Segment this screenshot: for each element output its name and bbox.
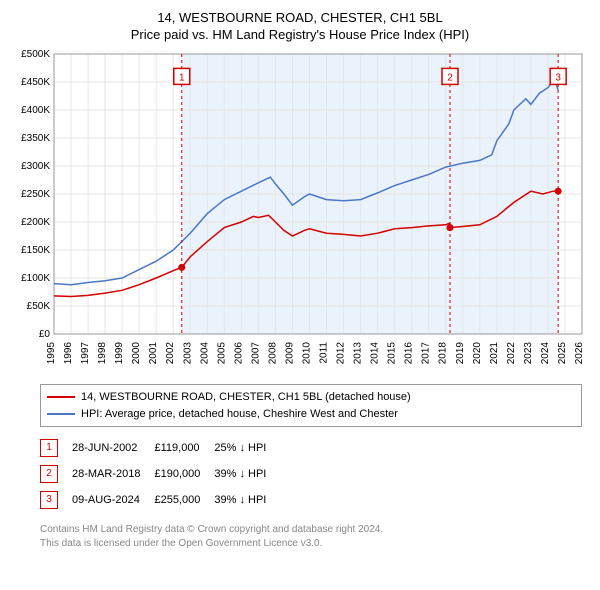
marker-row: 1 28-JUN-2002£119,00025% ↓ HPI [40, 435, 280, 461]
svg-text:2003: 2003 [182, 342, 193, 365]
svg-text:2009: 2009 [284, 342, 295, 365]
svg-text:2005: 2005 [216, 342, 227, 365]
marker-price: £119,000 [154, 435, 214, 461]
marker-delta: 39% ↓ HPI [214, 487, 280, 513]
marker-number-box: 1 [40, 439, 58, 457]
marker-date: 28-MAR-2018 [72, 461, 154, 487]
svg-text:2006: 2006 [233, 342, 244, 365]
svg-text:£350K: £350K [21, 133, 50, 144]
svg-text:2008: 2008 [267, 342, 278, 365]
svg-text:£300K: £300K [21, 161, 50, 172]
legend-swatch [47, 396, 75, 398]
svg-text:£150K: £150K [21, 245, 50, 256]
svg-text:2000: 2000 [131, 342, 142, 365]
legend: 14, WESTBOURNE ROAD, CHESTER, CH1 5BL (d… [40, 384, 582, 427]
marker-number-box: 2 [40, 465, 58, 483]
svg-text:2002: 2002 [165, 342, 176, 365]
svg-text:£250K: £250K [21, 189, 50, 200]
svg-text:2025: 2025 [557, 342, 568, 365]
svg-text:2026: 2026 [574, 342, 585, 365]
footnote-line: Contains HM Land Registry data © Crown c… [40, 523, 582, 537]
legend-label: HPI: Average price, detached house, Ches… [81, 406, 398, 423]
marker-price: £190,000 [154, 461, 214, 487]
svg-text:1999: 1999 [114, 342, 125, 365]
root: 14, WESTBOURNE ROAD, CHESTER, CH1 5BL Pr… [0, 0, 600, 559]
marker-row: 2 28-MAR-2018£190,00039% ↓ HPI [40, 461, 280, 487]
svg-text:2013: 2013 [353, 342, 364, 365]
marker-date: 09-AUG-2024 [72, 487, 154, 513]
svg-text:1997: 1997 [80, 342, 91, 365]
legend-row: HPI: Average price, detached house, Ches… [47, 406, 575, 423]
legend-swatch [47, 413, 75, 415]
footnote-line: This data is licensed under the Open Gov… [40, 537, 582, 551]
svg-text:2021: 2021 [489, 342, 500, 365]
marker-delta: 25% ↓ HPI [214, 435, 280, 461]
svg-text:£200K: £200K [21, 217, 50, 228]
svg-text:2024: 2024 [540, 342, 551, 365]
svg-text:2016: 2016 [404, 342, 415, 365]
svg-text:2022: 2022 [506, 342, 517, 365]
marker-delta: 39% ↓ HPI [214, 461, 280, 487]
title-line-2: Price paid vs. HM Land Registry's House … [10, 27, 590, 42]
svg-text:3: 3 [555, 72, 561, 83]
svg-text:1: 1 [179, 72, 185, 83]
svg-text:1995: 1995 [46, 342, 57, 365]
svg-text:£50K: £50K [27, 301, 51, 312]
marker-number-box: 3 [40, 491, 58, 509]
svg-text:£400K: £400K [21, 105, 50, 116]
svg-text:2020: 2020 [472, 342, 483, 365]
marker-price: £255,000 [154, 487, 214, 513]
svg-text:2001: 2001 [148, 342, 159, 365]
svg-text:2010: 2010 [301, 342, 312, 365]
title-line-1: 14, WESTBOURNE ROAD, CHESTER, CH1 5BL [10, 10, 590, 25]
svg-text:2018: 2018 [438, 342, 449, 365]
svg-text:2012: 2012 [336, 342, 347, 365]
svg-text:£0: £0 [39, 329, 51, 340]
svg-text:2014: 2014 [370, 342, 381, 365]
svg-text:2011: 2011 [319, 342, 330, 364]
svg-text:2017: 2017 [421, 342, 432, 365]
svg-text:1996: 1996 [63, 342, 74, 365]
svg-text:1998: 1998 [97, 342, 108, 365]
svg-text:2023: 2023 [523, 342, 534, 365]
marker-date: 28-JUN-2002 [72, 435, 154, 461]
svg-text:£100K: £100K [21, 273, 50, 284]
marker-table: 1 28-JUN-2002£119,00025% ↓ HPI 2 28-MAR-201… [40, 435, 280, 513]
svg-text:£500K: £500K [21, 49, 50, 60]
chart: £0 £50K £100K £150K £200K £250K £300K £350K £400… [10, 48, 590, 378]
footnote: Contains HM Land Registry data © Crown c… [40, 523, 582, 551]
marker-row: 3 09-AUG-2024£255,00039% ↓ HPI [40, 487, 280, 513]
svg-text:£450K: £450K [21, 77, 50, 88]
svg-text:2015: 2015 [387, 342, 398, 365]
legend-label: 14, WESTBOURNE ROAD, CHESTER, CH1 5BL (d… [81, 389, 411, 406]
chart-svg: £0 £50K £100K £150K £200K £250K £300K £350K £400… [10, 48, 590, 378]
svg-text:2007: 2007 [250, 342, 261, 365]
svg-text:2004: 2004 [199, 342, 210, 365]
svg-text:2019: 2019 [455, 342, 466, 365]
title-block: 14, WESTBOURNE ROAD, CHESTER, CH1 5BL Pr… [10, 10, 590, 42]
svg-text:2: 2 [447, 72, 453, 83]
legend-row: 14, WESTBOURNE ROAD, CHESTER, CH1 5BL (d… [47, 389, 575, 406]
